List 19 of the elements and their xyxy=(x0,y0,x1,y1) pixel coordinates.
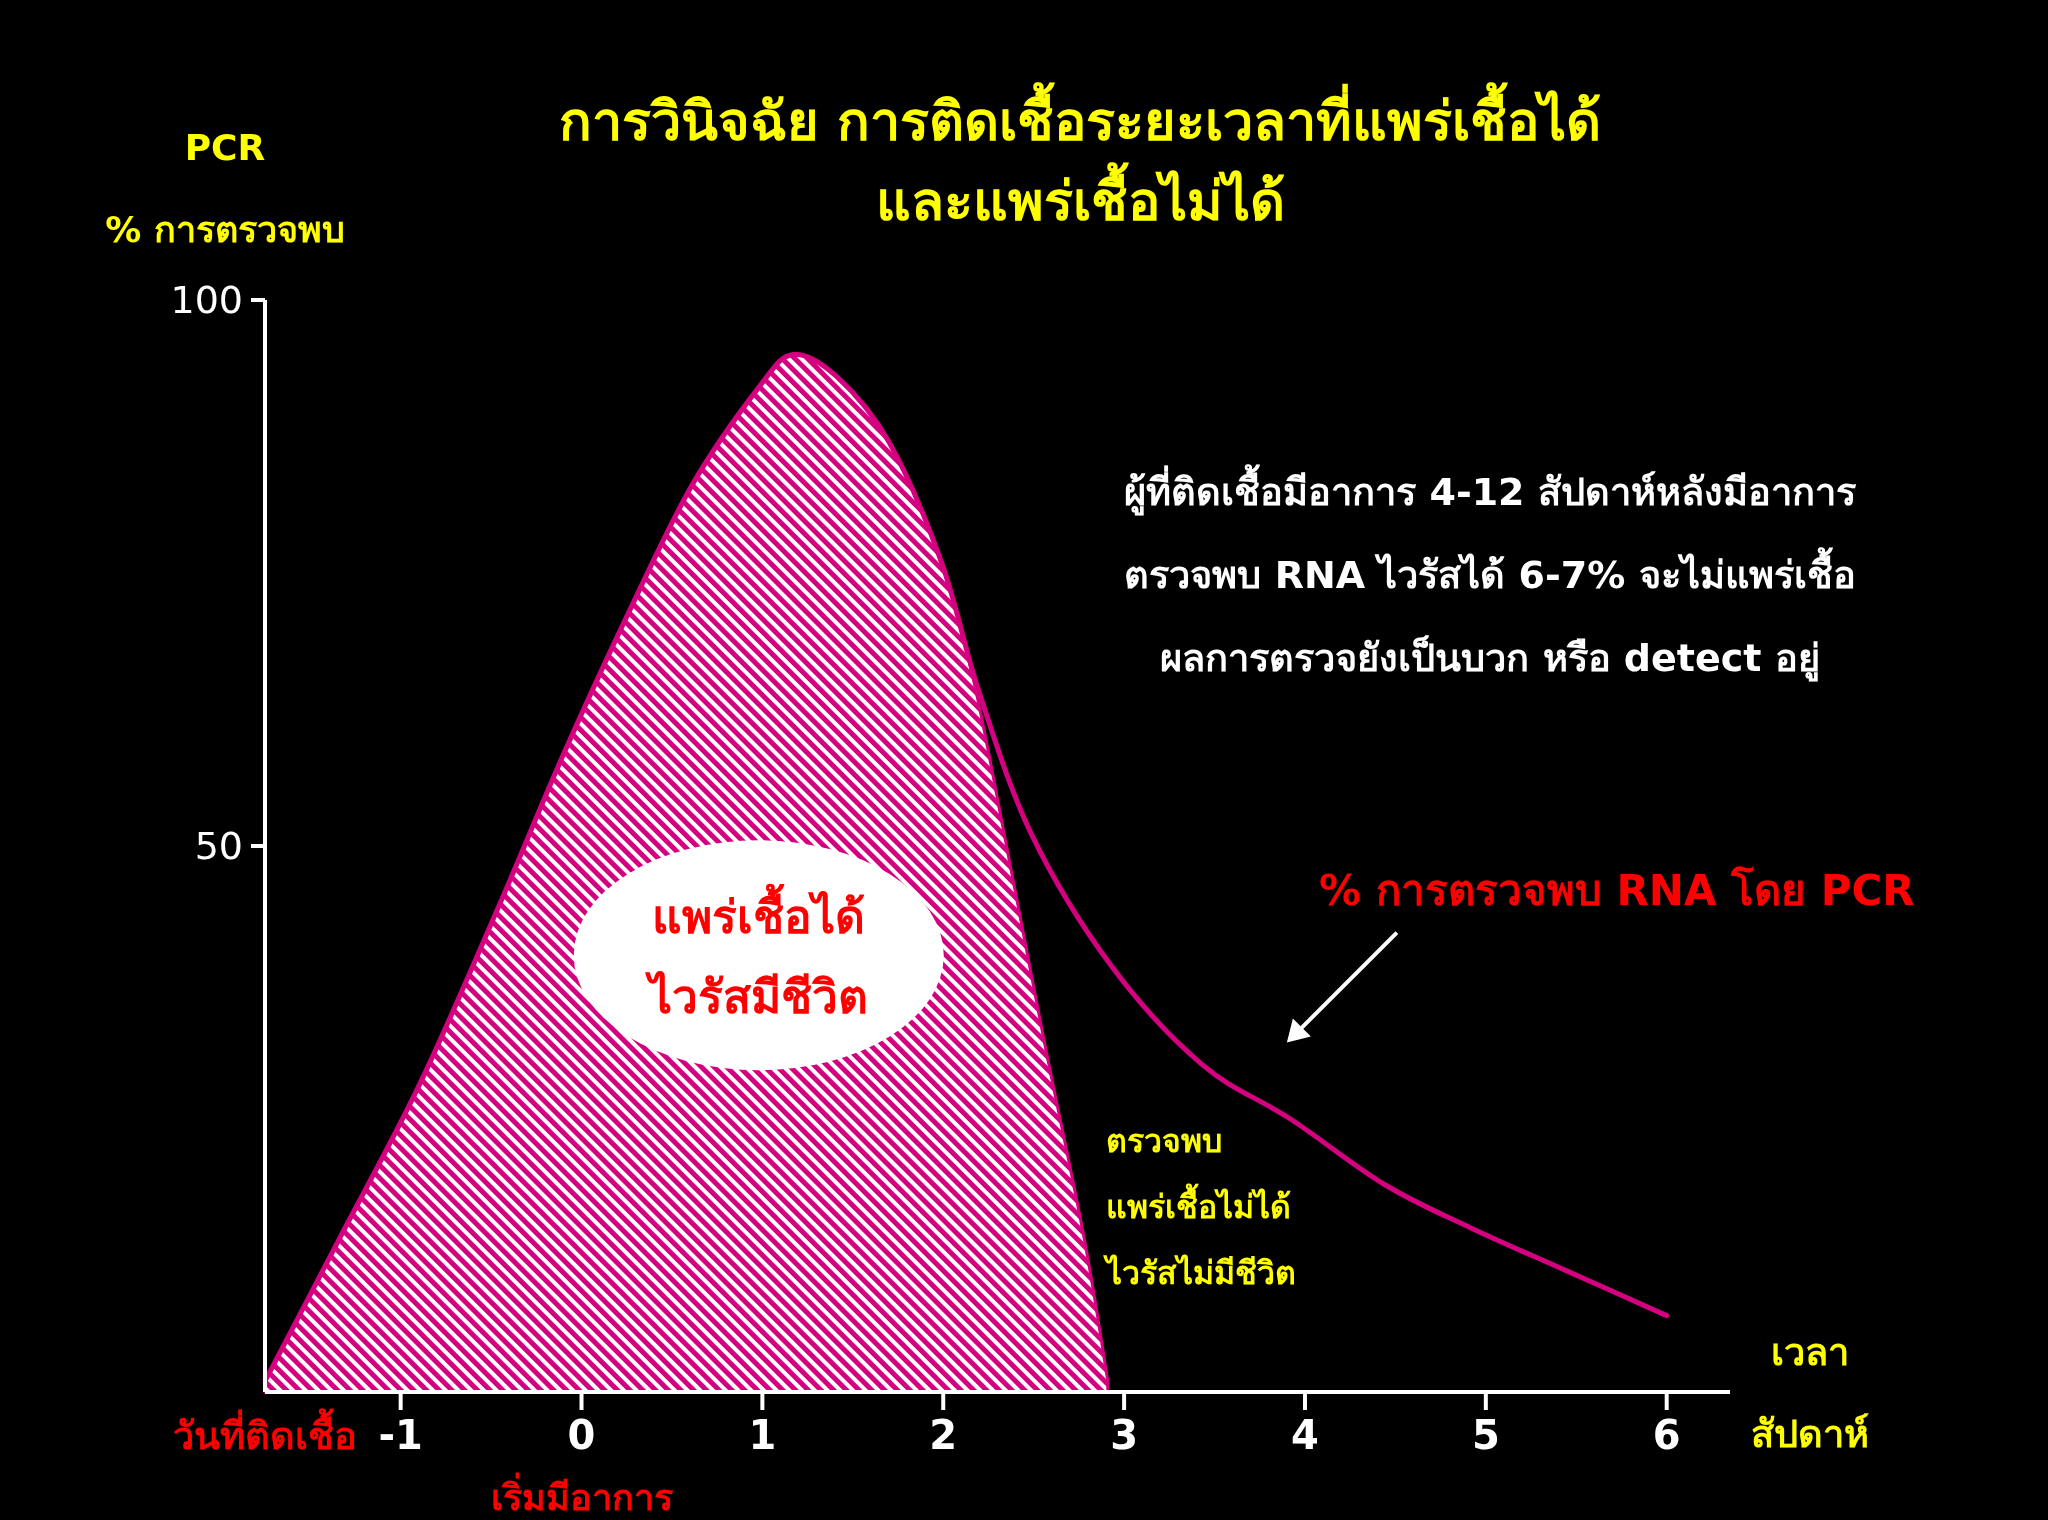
annotation: แพร่เชื้อได้ ไวรัสมีชีวิต xyxy=(644,883,869,1025)
x-tick-label: 0 xyxy=(567,1412,596,1458)
annotation: วันที่ติดเชื้อ xyxy=(173,1408,357,1458)
annotation: เริ่มมีอาการ xyxy=(490,1472,674,1518)
annotation: ตรวจพบ แพร่เชื้อไม่ได้ ไวรัสไม่มีชีวิต xyxy=(1103,1121,1297,1292)
x-tick-label: 1 xyxy=(748,1412,777,1458)
annotation: ผู้ที่ติดเชื้อมีอาการ 4-12 สัปดาห์หลังมีอาการ ตรวจพบ RNA ไวรัสได้ 6-7% จะไม่แพร่เชื้อ ผลการตรวจยังเป็นบวก หรือ detect อยู่ xyxy=(1124,464,1857,682)
x-tick-label: 2 xyxy=(929,1412,958,1458)
x-axis-title: เวลา สัปดาห์ xyxy=(1751,1330,1869,1456)
annotation: % การตรวจพบ RNA โดย PCR xyxy=(1319,865,1915,915)
y-tick-label: 50 xyxy=(194,824,243,868)
x-tick-label: 4 xyxy=(1291,1412,1319,1458)
y-tick-label: 100 xyxy=(170,278,243,322)
y-axis-title: PCR % การตรวจพบ xyxy=(105,127,345,250)
x-tick-label: 3 xyxy=(1110,1412,1139,1458)
x-tick-label: 5 xyxy=(1471,1412,1500,1458)
x-tick-label: 6 xyxy=(1652,1412,1681,1458)
x-tick-label: -1 xyxy=(378,1412,423,1458)
chart-title: การวินิจฉัย การติดเชื้อระยะเวลาที่แพร่เชื้อได้ และแพร่เชื้อไม่ได้ xyxy=(558,82,1602,233)
